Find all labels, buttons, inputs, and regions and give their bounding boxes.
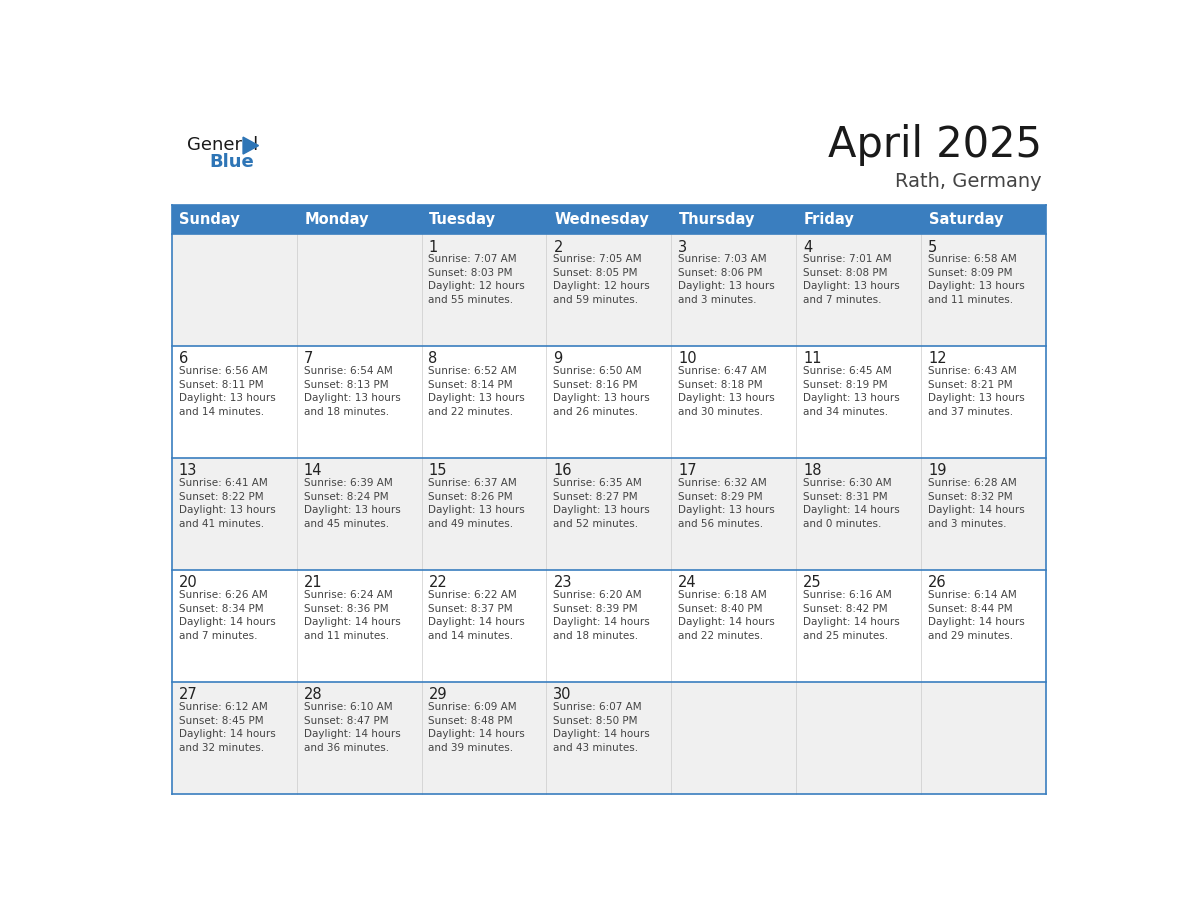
Text: Sunrise: 6:52 AM
Sunset: 8:14 PM
Daylight: 13 hours
and 22 minutes.: Sunrise: 6:52 AM Sunset: 8:14 PM Dayligh… [429, 366, 525, 417]
Bar [172, 346, 1045, 458]
Text: 1: 1 [429, 240, 437, 254]
Text: 9: 9 [554, 352, 563, 366]
Text: General: General [188, 136, 259, 153]
Text: Sunrise: 6:07 AM
Sunset: 8:50 PM
Daylight: 14 hours
and 43 minutes.: Sunrise: 6:07 AM Sunset: 8:50 PM Dayligh… [554, 702, 650, 753]
Bar [921, 205, 1045, 234]
Text: Sunrise: 6:41 AM
Sunset: 8:22 PM
Daylight: 13 hours
and 41 minutes.: Sunrise: 6:41 AM Sunset: 8:22 PM Dayligh… [178, 478, 276, 529]
Text: Sunrise: 6:35 AM
Sunset: 8:27 PM
Daylight: 13 hours
and 52 minutes.: Sunrise: 6:35 AM Sunset: 8:27 PM Dayligh… [554, 478, 650, 529]
Text: Sunrise: 6:14 AM
Sunset: 8:44 PM
Daylight: 14 hours
and 29 minutes.: Sunrise: 6:14 AM Sunset: 8:44 PM Dayligh… [928, 590, 1025, 641]
Text: Sunrise: 6:47 AM
Sunset: 8:18 PM
Daylight: 13 hours
and 30 minutes.: Sunrise: 6:47 AM Sunset: 8:18 PM Dayligh… [678, 366, 775, 417]
Text: Sunrise: 6:18 AM
Sunset: 8:40 PM
Daylight: 14 hours
and 22 minutes.: Sunrise: 6:18 AM Sunset: 8:40 PM Dayligh… [678, 590, 775, 641]
Text: 24: 24 [678, 576, 697, 590]
Text: 29: 29 [429, 688, 447, 702]
Text: Sunrise: 6:58 AM
Sunset: 8:09 PM
Daylight: 13 hours
and 11 minutes.: Sunrise: 6:58 AM Sunset: 8:09 PM Dayligh… [928, 254, 1025, 305]
Text: Sunrise: 6:16 AM
Sunset: 8:42 PM
Daylight: 14 hours
and 25 minutes.: Sunrise: 6:16 AM Sunset: 8:42 PM Dayligh… [803, 590, 899, 641]
Bar [671, 205, 796, 234]
Text: 15: 15 [429, 464, 447, 478]
Text: Sunrise: 6:45 AM
Sunset: 8:19 PM
Daylight: 13 hours
and 34 minutes.: Sunrise: 6:45 AM Sunset: 8:19 PM Dayligh… [803, 366, 899, 417]
Text: Wednesday: Wednesday [554, 212, 649, 227]
Text: Sunrise: 6:54 AM
Sunset: 8:13 PM
Daylight: 13 hours
and 18 minutes.: Sunrise: 6:54 AM Sunset: 8:13 PM Dayligh… [304, 366, 400, 417]
Text: Sunrise: 6:28 AM
Sunset: 8:32 PM
Daylight: 14 hours
and 3 minutes.: Sunrise: 6:28 AM Sunset: 8:32 PM Dayligh… [928, 478, 1025, 529]
Text: Sunrise: 6:30 AM
Sunset: 8:31 PM
Daylight: 14 hours
and 0 minutes.: Sunrise: 6:30 AM Sunset: 8:31 PM Dayligh… [803, 478, 899, 529]
Text: 10: 10 [678, 352, 697, 366]
Text: Friday: Friday [804, 212, 854, 227]
Text: Sunrise: 6:12 AM
Sunset: 8:45 PM
Daylight: 14 hours
and 32 minutes.: Sunrise: 6:12 AM Sunset: 8:45 PM Dayligh… [178, 702, 276, 753]
Text: 21: 21 [304, 576, 322, 590]
Bar [172, 234, 1045, 346]
Bar [172, 682, 1045, 794]
Text: 8: 8 [429, 352, 437, 366]
Text: 14: 14 [304, 464, 322, 478]
Text: 3: 3 [678, 240, 688, 254]
Text: 28: 28 [304, 688, 322, 702]
Text: 19: 19 [928, 464, 947, 478]
Text: 7: 7 [304, 352, 312, 366]
Text: Tuesday: Tuesday [429, 212, 497, 227]
Text: 23: 23 [554, 576, 571, 590]
Text: Sunrise: 6:56 AM
Sunset: 8:11 PM
Daylight: 13 hours
and 14 minutes.: Sunrise: 6:56 AM Sunset: 8:11 PM Dayligh… [178, 366, 276, 417]
Text: Sunrise: 6:10 AM
Sunset: 8:47 PM
Daylight: 14 hours
and 36 minutes.: Sunrise: 6:10 AM Sunset: 8:47 PM Dayligh… [304, 702, 400, 753]
Text: 6: 6 [178, 352, 188, 366]
Text: Sunrise: 7:01 AM
Sunset: 8:08 PM
Daylight: 13 hours
and 7 minutes.: Sunrise: 7:01 AM Sunset: 8:08 PM Dayligh… [803, 254, 899, 305]
Text: 22: 22 [429, 576, 447, 590]
Text: Sunrise: 6:39 AM
Sunset: 8:24 PM
Daylight: 13 hours
and 45 minutes.: Sunrise: 6:39 AM Sunset: 8:24 PM Dayligh… [304, 478, 400, 529]
Text: Thursday: Thursday [680, 212, 756, 227]
Text: 17: 17 [678, 464, 697, 478]
Bar [297, 205, 422, 234]
Text: Saturday: Saturday [929, 212, 1004, 227]
Text: Sunrise: 6:24 AM
Sunset: 8:36 PM
Daylight: 14 hours
and 11 minutes.: Sunrise: 6:24 AM Sunset: 8:36 PM Dayligh… [304, 590, 400, 641]
Text: 12: 12 [928, 352, 947, 366]
Text: 2: 2 [554, 240, 563, 254]
Text: 18: 18 [803, 464, 822, 478]
Text: Sunday: Sunday [179, 212, 240, 227]
Text: Sunrise: 6:50 AM
Sunset: 8:16 PM
Daylight: 13 hours
and 26 minutes.: Sunrise: 6:50 AM Sunset: 8:16 PM Dayligh… [554, 366, 650, 417]
Text: 13: 13 [178, 464, 197, 478]
Text: Sunrise: 6:26 AM
Sunset: 8:34 PM
Daylight: 14 hours
and 7 minutes.: Sunrise: 6:26 AM Sunset: 8:34 PM Dayligh… [178, 590, 276, 641]
Bar [796, 205, 921, 234]
Text: Rath, Germany: Rath, Germany [896, 172, 1042, 191]
Text: 27: 27 [178, 688, 197, 702]
Text: 11: 11 [803, 352, 822, 366]
Text: 25: 25 [803, 576, 822, 590]
Text: Sunrise: 6:37 AM
Sunset: 8:26 PM
Daylight: 13 hours
and 49 minutes.: Sunrise: 6:37 AM Sunset: 8:26 PM Dayligh… [429, 478, 525, 529]
Text: 4: 4 [803, 240, 813, 254]
Text: Sunrise: 6:43 AM
Sunset: 8:21 PM
Daylight: 13 hours
and 37 minutes.: Sunrise: 6:43 AM Sunset: 8:21 PM Dayligh… [928, 366, 1025, 417]
Text: Monday: Monday [304, 212, 369, 227]
Text: Sunrise: 7:07 AM
Sunset: 8:03 PM
Daylight: 12 hours
and 55 minutes.: Sunrise: 7:07 AM Sunset: 8:03 PM Dayligh… [429, 254, 525, 305]
Bar [546, 205, 671, 234]
Bar [172, 205, 297, 234]
Bar [172, 458, 1045, 570]
Text: 16: 16 [554, 464, 571, 478]
Text: Sunrise: 7:05 AM
Sunset: 8:05 PM
Daylight: 12 hours
and 59 minutes.: Sunrise: 7:05 AM Sunset: 8:05 PM Dayligh… [554, 254, 650, 305]
Text: Sunrise: 6:22 AM
Sunset: 8:37 PM
Daylight: 14 hours
and 14 minutes.: Sunrise: 6:22 AM Sunset: 8:37 PM Dayligh… [429, 590, 525, 641]
Text: 5: 5 [928, 240, 937, 254]
Bar [422, 205, 546, 234]
Text: Sunrise: 6:09 AM
Sunset: 8:48 PM
Daylight: 14 hours
and 39 minutes.: Sunrise: 6:09 AM Sunset: 8:48 PM Dayligh… [429, 702, 525, 753]
Bar [172, 570, 1045, 682]
Text: 30: 30 [554, 688, 571, 702]
Polygon shape [244, 137, 259, 154]
Text: Sunrise: 7:03 AM
Sunset: 8:06 PM
Daylight: 13 hours
and 3 minutes.: Sunrise: 7:03 AM Sunset: 8:06 PM Dayligh… [678, 254, 775, 305]
Text: April 2025: April 2025 [828, 124, 1042, 166]
Text: Sunrise: 6:32 AM
Sunset: 8:29 PM
Daylight: 13 hours
and 56 minutes.: Sunrise: 6:32 AM Sunset: 8:29 PM Dayligh… [678, 478, 775, 529]
Text: 26: 26 [928, 576, 947, 590]
Text: Sunrise: 6:20 AM
Sunset: 8:39 PM
Daylight: 14 hours
and 18 minutes.: Sunrise: 6:20 AM Sunset: 8:39 PM Dayligh… [554, 590, 650, 641]
Text: Blue: Blue [209, 152, 254, 171]
Text: 20: 20 [178, 576, 197, 590]
